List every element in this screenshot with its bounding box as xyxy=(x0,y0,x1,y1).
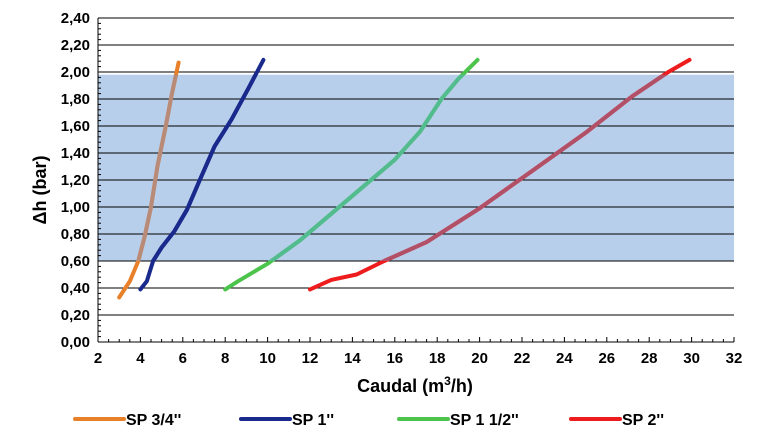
x-tick-labels: 2 4 6 8 10 12 14 16 18 20 22 24 26 28 30 32 xyxy=(94,350,743,367)
y-tick-label: 1,20 xyxy=(61,172,90,189)
x-tick-label: 20 xyxy=(471,350,488,367)
grid-lines xyxy=(98,17,734,316)
y-tick-label: 2,00 xyxy=(61,64,90,81)
x-tick-label: 12 xyxy=(302,350,319,367)
x-tick-label: 26 xyxy=(598,350,615,367)
axes xyxy=(97,17,735,343)
y-tick-label: 0,00 xyxy=(61,334,90,351)
highlight-band-rect xyxy=(98,74,734,261)
y-tick-label: 2,20 xyxy=(61,37,90,54)
series-line-band-segment-1 xyxy=(151,74,258,261)
x-axis-title-main: Caudal (m xyxy=(357,376,444,396)
y-tick-label: 1,00 xyxy=(61,199,90,216)
x-tick-label: 30 xyxy=(683,350,700,367)
x-tick-label: 10 xyxy=(259,350,276,367)
y-tick-label: 1,40 xyxy=(61,145,90,162)
x-tick-label: 6 xyxy=(179,350,187,367)
x-tick-label: 4 xyxy=(136,350,145,367)
series-line-band-segment-3 xyxy=(379,74,668,261)
x-tick-label: 22 xyxy=(514,350,531,367)
y-tick-label: 1,80 xyxy=(61,91,90,108)
x-axis-title: Caudal (m3/h) xyxy=(357,374,473,396)
y-tick-label: 0,60 xyxy=(61,253,90,270)
legend-label-0: SP 3/4'' xyxy=(126,412,181,429)
y-tick-label: 2,40 xyxy=(61,10,90,27)
x-tick-label: 18 xyxy=(429,350,446,367)
x-tick-label: 8 xyxy=(221,350,229,367)
x-tick-label: 24 xyxy=(556,350,573,367)
series-line-band-segment-0 xyxy=(136,74,179,261)
legend-label-1: SP 1'' xyxy=(292,412,334,429)
x-axis-title-tail: /h) xyxy=(451,376,473,396)
legend: SP 3/4'' SP 1'' SP 1 1/2'' SP 2'' xyxy=(73,412,664,429)
x-tick-label: 16 xyxy=(386,350,403,367)
x-tick-label: 32 xyxy=(726,350,743,367)
x-tick-label: 28 xyxy=(641,350,658,367)
y-tick-labels: 0,00 0,20 0,40 0,60 0,80 1,00 1,20 1,40 1,60 1,80… xyxy=(61,10,90,351)
series-lines xyxy=(117,57,692,300)
legend-label-3: SP 2'' xyxy=(622,412,664,429)
highlight-band xyxy=(98,74,734,261)
y-tick-label: 0,40 xyxy=(61,280,90,297)
y-axis-title: Δh (bar) xyxy=(30,156,50,225)
legend-label-2: SP 1 1/2'' xyxy=(450,412,519,429)
y-tick-label: 0,80 xyxy=(61,226,90,243)
y-tick-label: 0,20 xyxy=(61,307,90,324)
x-tick-label: 14 xyxy=(344,350,361,367)
series-line-band-segment-2 xyxy=(267,74,466,261)
x-axis-title-superscript: 3 xyxy=(444,374,451,388)
x-tick-label: 2 xyxy=(94,350,102,367)
y-tick-label: 1,60 xyxy=(61,118,90,135)
